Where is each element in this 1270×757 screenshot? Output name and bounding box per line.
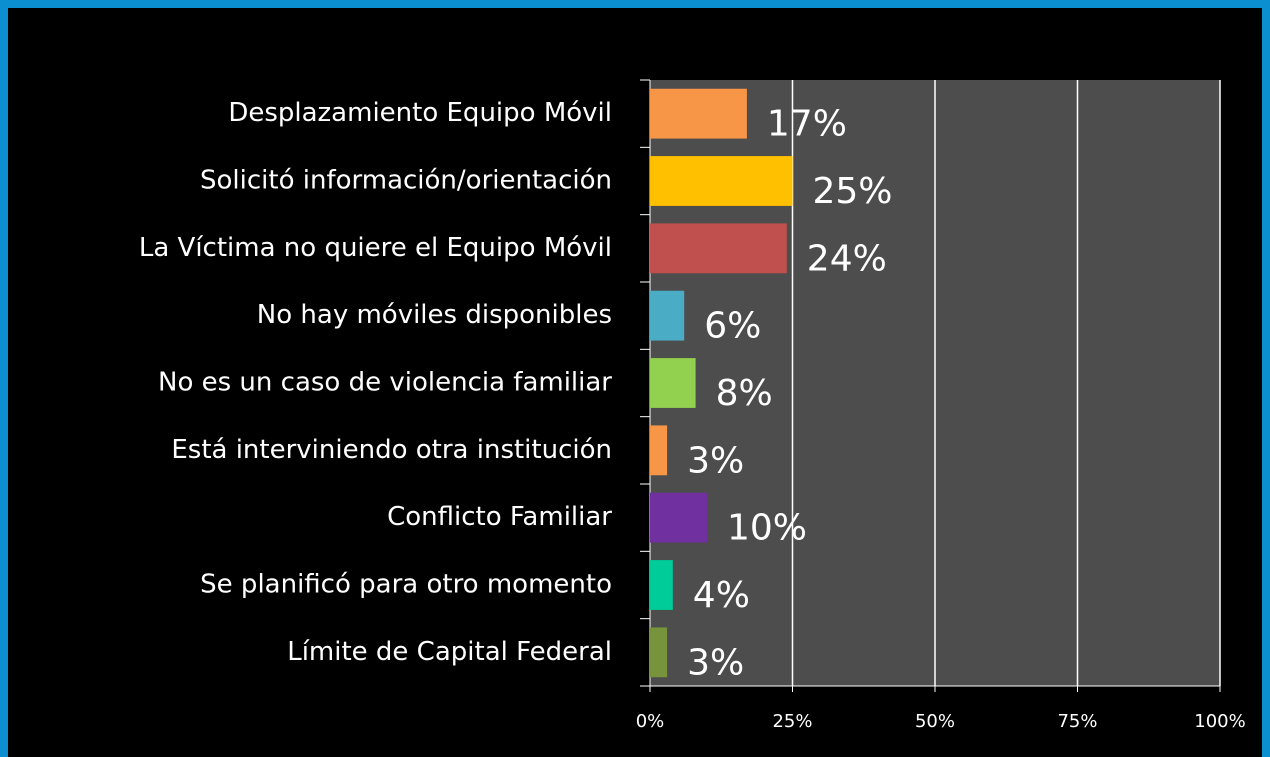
x-tick-label: 50% xyxy=(915,711,955,732)
data-label: 3% xyxy=(687,642,744,683)
x-tick-label: 25% xyxy=(772,711,812,732)
bar xyxy=(650,627,668,678)
data-label: 24% xyxy=(807,238,887,279)
data-label: 6% xyxy=(704,306,761,347)
x-tick-label: 100% xyxy=(1194,711,1245,732)
y-tick-label: La Víctima no quiere el Equipo Móvil xyxy=(139,233,612,263)
data-label: 8% xyxy=(716,373,773,414)
bar xyxy=(650,358,696,408)
bar xyxy=(650,560,673,610)
x-tick-label: 75% xyxy=(1057,711,1097,732)
data-label: 3% xyxy=(687,440,744,481)
y-tick-label: No es un caso de violencia familiar xyxy=(158,368,612,398)
bar xyxy=(650,156,793,206)
x-tick-label: 0% xyxy=(636,711,665,732)
bar xyxy=(650,492,707,543)
y-tick-label: Límite de Capital Federal xyxy=(287,637,612,667)
data-label: 10% xyxy=(727,508,807,549)
data-label: 4% xyxy=(693,575,750,616)
y-tick-label: Se planificó para otro momento xyxy=(200,570,612,600)
y-tick-label: Desplazamiento Equipo Móvil xyxy=(228,98,612,128)
y-tick-label: No hay móviles disponibles xyxy=(257,300,612,330)
bar xyxy=(650,88,747,139)
y-tick-label: Está interviniendo otra institución xyxy=(171,435,612,465)
data-label: 17% xyxy=(767,104,847,145)
bar xyxy=(650,290,685,341)
y-tick-label: Conflicto Familiar xyxy=(387,502,612,532)
bar xyxy=(650,223,787,274)
data-label: 25% xyxy=(813,171,893,212)
bar xyxy=(650,425,668,476)
y-tick-label: Solicitó información/orientación xyxy=(200,166,612,196)
